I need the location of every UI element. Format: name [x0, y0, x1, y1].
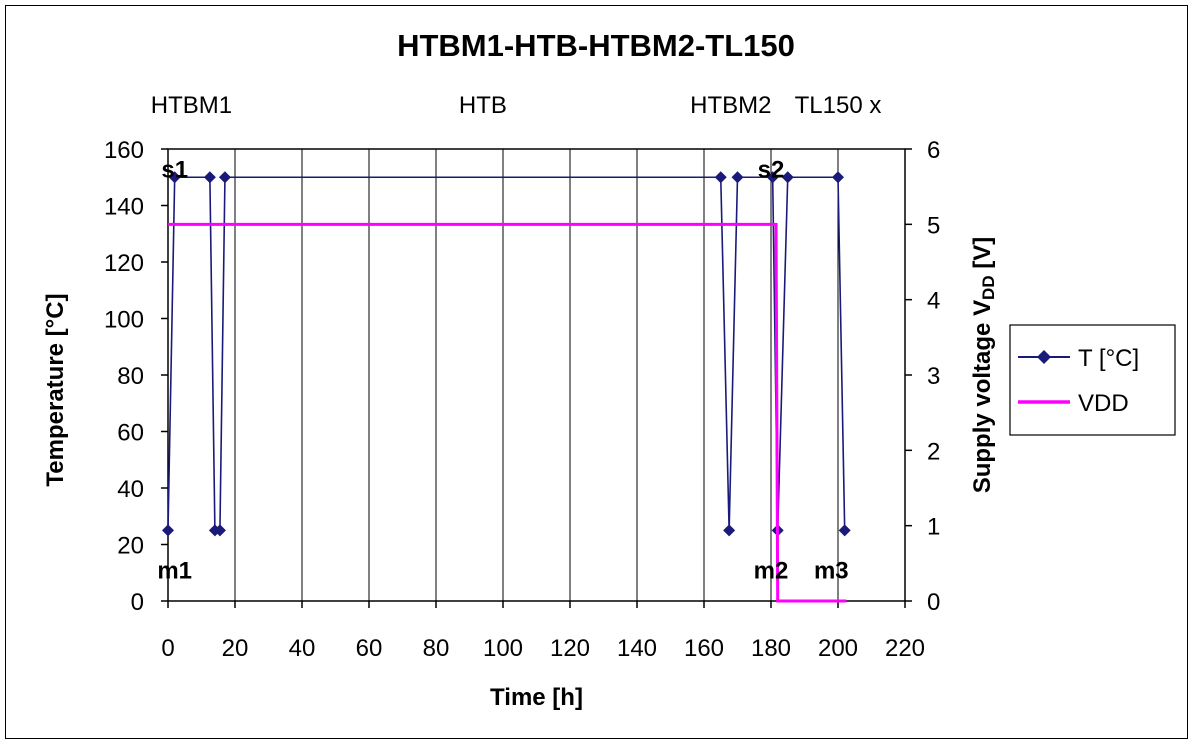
data-point-temperature: [731, 171, 744, 184]
phase-labels: HTBM1 HTB HTBM2 TL150 x: [151, 92, 882, 119]
phase-label: HTB: [459, 92, 507, 119]
y-tick-label: 80: [117, 363, 144, 390]
x-tick-label: 0: [161, 635, 174, 662]
x-tick-label: 220: [885, 635, 925, 662]
plot-area: [167, 148, 906, 602]
legend: T [°C] VDD: [1009, 324, 1176, 436]
data-point-temperature: [838, 524, 851, 537]
annotation-m3: m3: [814, 557, 849, 584]
data-point-temperature: [781, 171, 794, 184]
series-line-temperature: [167, 176, 846, 532]
x-tick-label: 40: [289, 635, 316, 662]
x-tick-label: 160: [684, 635, 724, 662]
phase-label: HTBM2: [690, 92, 771, 119]
annotation-m1: m1: [157, 557, 192, 584]
series: [162, 171, 851, 603]
y2-tick-label: 3: [927, 363, 940, 390]
data-point-temperature: [203, 171, 216, 184]
y2-axis-label-main: Supply voltage V: [969, 300, 996, 493]
y2-tick-label: 4: [927, 288, 940, 315]
data-point-temperature: [832, 171, 844, 184]
data-point-temperature: [213, 524, 226, 537]
grid: [234, 149, 839, 601]
data-point-temperature: [168, 171, 181, 184]
y-tick-label: 20: [117, 533, 144, 560]
phase-label: HTBM1: [151, 92, 232, 119]
data-point-temperature: [218, 171, 231, 184]
y2-axis-label-unit: [V]: [969, 237, 996, 276]
x-tick-label: 100: [483, 635, 523, 662]
annotation-s2: s2: [758, 156, 785, 183]
annotation-m2: m2: [754, 557, 789, 584]
y2-tick-label: 1: [927, 514, 940, 541]
y-axis-left: 0 20 40 60 80 100 120 140 160: [104, 137, 168, 616]
y2-tick-label: 0: [927, 589, 940, 616]
legend-item-vdd: VDD: [1018, 390, 1129, 417]
y2-tick-label: 5: [927, 212, 940, 239]
legend-marker-diamond: [1037, 350, 1051, 364]
y2-axis-label: Supply voltage VDD [V]: [969, 237, 998, 494]
y2-tick-label: 2: [927, 438, 940, 465]
chart-title: HTBM1-HTB-HTBM2-TL150: [397, 28, 795, 63]
data-point-temperature: [162, 524, 174, 537]
y-axis-right: 0 1 2 3 4 5 6: [905, 137, 940, 616]
x-tick-label: 20: [222, 635, 249, 662]
y-tick-label: 60: [117, 420, 144, 447]
legend-label-vdd: VDD: [1078, 390, 1129, 417]
phase-label: TL150 x: [795, 92, 882, 119]
legend-box: [1009, 324, 1176, 436]
series-line-vdd: [168, 222, 847, 603]
data-point-temperature: [723, 524, 736, 537]
annotations: s1 m1 s2 m2 m3: [157, 156, 848, 584]
x-tick-label: 180: [751, 635, 791, 662]
y2-tick-label: 6: [927, 137, 940, 164]
data-point-temperature: [766, 171, 779, 184]
legend-label-temperature: T [°C]: [1078, 345, 1139, 372]
y-tick-label: 40: [117, 476, 144, 503]
y-tick-label: 160: [104, 137, 144, 164]
chart-frame: [5, 5, 1188, 739]
annotation-s1: s1: [161, 156, 188, 183]
y-tick-label: 0: [131, 589, 144, 616]
x-tick-label: 80: [423, 635, 450, 662]
x-axis: 0 20 40 60 80 100 120 140 160 180 200 220: [161, 601, 925, 662]
y-tick-label: 140: [104, 194, 144, 221]
x-axis-label: Time [h]: [490, 684, 583, 711]
y-tick-label: 100: [104, 307, 144, 334]
x-tick-label: 140: [617, 635, 657, 662]
x-tick-label: 120: [550, 635, 590, 662]
x-tick-label: 200: [818, 635, 858, 662]
y-axis-label: Temperature [°C]: [42, 293, 69, 486]
x-tick-label: 60: [356, 635, 383, 662]
y-tick-label: 120: [104, 250, 144, 277]
legend-item-temperature: T [°C]: [1018, 345, 1139, 372]
data-point-temperature: [714, 171, 727, 184]
y2-axis-label-subscript: DD: [979, 275, 998, 300]
